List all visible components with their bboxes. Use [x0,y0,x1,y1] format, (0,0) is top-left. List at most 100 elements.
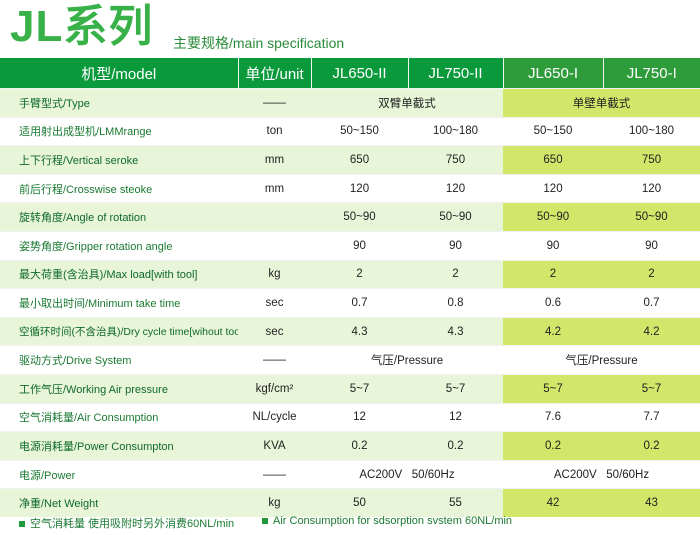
cell: 42 [503,488,603,517]
table-row: 姿势角度/Gripper rotation angle 90 90 90 90 [0,230,700,261]
merged-cell: 气压/Pressure [503,345,700,375]
cell: 5~7 [408,373,503,404]
cell: 50~90 [503,202,603,232]
row-label: 最小取出时间/Minimum take time [0,288,238,318]
cell: 12 [311,402,408,432]
table-row: 旋转角度/Angle of rotation 50~90 50~90 50~90… [0,202,700,232]
row-unit: mm [238,145,311,175]
cell: 90 [603,230,700,261]
column-header-jl650-i: JL650-I [502,58,603,89]
footnote-text: Air Consumption for sdsorption svstem 60… [273,515,513,527]
cell: 50~90 [408,202,503,232]
table-row: 手臂型式/Type —— 双臂单截式 单壁单截式 [0,88,700,118]
row-label: 上下行程/Vertical seroke [0,145,238,175]
cell: 50~150 [311,116,408,146]
row-label: 旋转角度/Angle of rotation [0,202,238,232]
row-label: 电源消耗量/Power Consumpton [0,431,238,461]
table-header-row: 机型/model 单位/unit JL650-II JL750-II JL650… [0,58,700,89]
table-row: 前后行程/Crosswise steoke mm 120 120 120 120 [0,173,700,203]
table-row: 工作气压/Working Air pressure kgf/cm² 5~7 5~… [0,373,700,404]
table-row: 空循环时间(不含治具)/Dry cycle time[wihout tool] … [0,316,700,346]
table-row: 净重/Net Weight kg 50 55 42 43 [0,488,700,517]
row-unit: NL/cycle [238,402,311,432]
row-unit: mm [238,173,311,203]
merged-cell: 双臂单截式 [311,88,503,118]
column-header-model: 机型/model [0,58,238,89]
row-unit: —— [238,345,311,375]
row-label: 空循环时间(不含治具)/Dry cycle time[wihout tool] [0,316,238,346]
cell: 5~7 [311,373,408,404]
column-header-unit: 单位/unit [237,58,311,89]
cell: 120 [603,173,700,203]
cell: 0.2 [603,431,700,461]
row-label: 手臂型式/Type [0,88,238,118]
cell: 12 [408,402,503,432]
cell: 0.7 [603,288,700,318]
column-header-jl650-ii: JL650-II [310,58,408,89]
cell: 50~90 [603,202,700,232]
cell: 120 [408,173,503,203]
table-row: 最小取出时间/Minimum take time sec 0.7 0.8 0.6… [0,288,700,318]
footnote-chinese: 空气消耗量 使用吸附时另外消费60NL/min [19,515,234,531]
cell: 50 [311,488,408,517]
cell: 50~90 [311,202,408,232]
footnote-english: Air Consumption for sdsorption svstem 60… [262,515,512,527]
cell: 2 [408,259,503,289]
cell: 2 [311,259,408,289]
cell: 0.8 [408,288,503,318]
cell: 750 [408,145,503,175]
cell: 4.3 [408,316,503,346]
row-label: 适用射出成型机/LMMrange [0,116,238,146]
cell: 0.2 [503,431,603,461]
table-row: 空气消耗量/Air Consumption NL/cycle 12 12 7.6… [0,402,700,432]
row-unit: kgf/cm² [238,373,311,404]
table-row: 适用射出成型机/LMMrange ton 50~150 100~180 50~1… [0,116,700,146]
cell: 650 [503,145,603,175]
row-label: 空气消耗量/Air Consumption [0,402,238,432]
cell: 7.6 [503,402,603,432]
table-row: 最大荷重(含治具)/Max load[with tool] kg 2 2 2 2 [0,259,700,289]
row-unit: sec [238,316,311,346]
row-unit: kg [238,259,311,289]
cell: 0.6 [503,288,603,318]
row-unit: KVA [238,431,311,461]
table-row: 上下行程/Vertical seroke mm 650 750 650 750 [0,145,700,175]
cell: 55 [408,488,503,517]
row-label: 姿势角度/Gripper rotation angle [0,230,238,261]
merged-cell: 气压/Pressure [311,345,503,375]
cell: 4.2 [603,316,700,346]
row-label: 最大荷重(含治具)/Max load[with tool] [0,259,238,289]
cell: 100~180 [408,116,503,146]
page-subtitle: 主要规格/main specification [173,35,345,51]
cell: 5~7 [503,373,603,404]
cell: 90 [503,230,603,261]
table-row: 驱动方式/Drive System —— 气压/Pressure 气压/Pres… [0,345,700,375]
merged-cell: AC200V 50/60Hz [503,459,700,489]
cell: 750 [603,145,700,175]
row-unit [238,202,311,232]
cell: 0.2 [311,431,408,461]
cell: 650 [311,145,408,175]
column-header-jl750-ii: JL750-II [407,58,503,89]
row-label: 净重/Net Weight [0,488,238,517]
row-unit: sec [238,288,311,318]
cell: 120 [503,173,603,203]
page-title: JL系列 [10,2,154,51]
footnote-text: 空气消耗量 使用吸附时另外消费60NL/min [30,518,235,530]
cell: 2 [503,259,603,289]
row-unit [238,230,311,261]
row-unit: —— [238,459,311,489]
row-unit: —— [238,88,311,118]
cell: 50~150 [503,116,603,146]
row-label: 工作气压/Working Air pressure [0,373,238,404]
cell: 100~180 [603,116,700,146]
row-unit: kg [238,488,311,517]
cell: 4.2 [503,316,603,346]
row-unit: ton [238,116,311,146]
title-area: JL系列 主要规格/main specification [0,0,700,58]
cell: 7.7 [603,402,700,432]
cell: 0.7 [311,288,408,318]
cell: 2 [603,259,700,289]
cell: 4.3 [311,316,408,346]
cell: 120 [311,173,408,203]
